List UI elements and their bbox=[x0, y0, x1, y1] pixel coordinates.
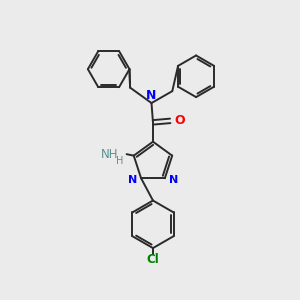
Text: N: N bbox=[169, 175, 178, 185]
Text: NH: NH bbox=[101, 148, 118, 161]
Text: O: O bbox=[174, 114, 185, 128]
Text: N: N bbox=[128, 175, 137, 185]
Text: H: H bbox=[116, 156, 123, 166]
Text: Cl: Cl bbox=[147, 253, 159, 266]
Text: N: N bbox=[146, 88, 157, 102]
